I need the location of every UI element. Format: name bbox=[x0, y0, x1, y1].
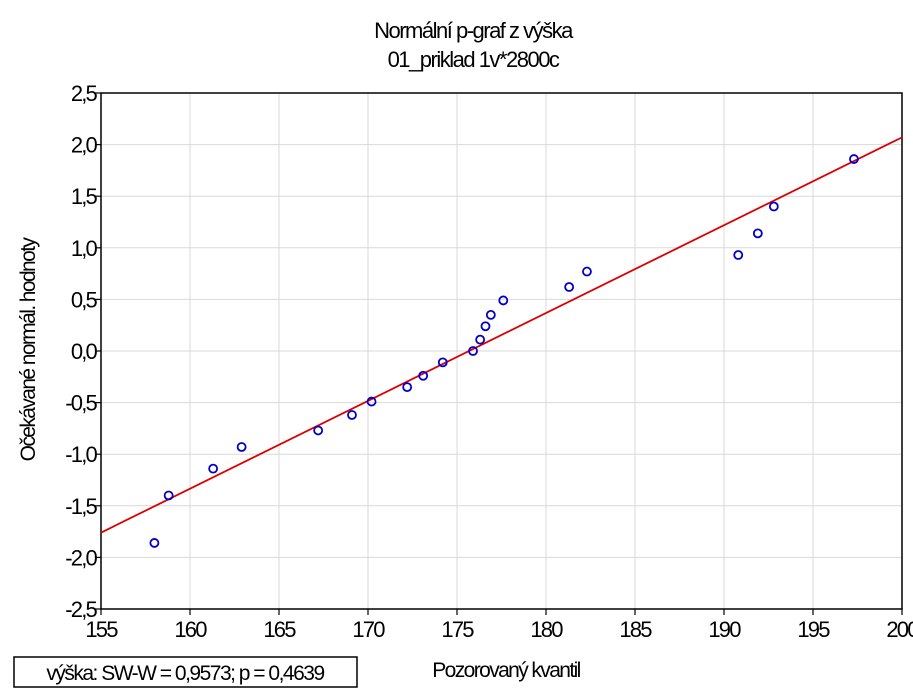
data-point bbox=[208, 463, 219, 474]
x-tick-label: 170 bbox=[352, 617, 385, 642]
data-point bbox=[480, 321, 491, 332]
grid bbox=[101, 93, 902, 609]
y-tick-label: 2,0 bbox=[71, 133, 98, 158]
data-point bbox=[733, 250, 744, 260]
chart-subtitle: 01_priklad 1v*2800c bbox=[388, 47, 560, 72]
data-point bbox=[849, 154, 859, 164]
data-point bbox=[313, 425, 324, 436]
title-group: Normální p-graf z výška 01_priklad 1v*28… bbox=[374, 18, 576, 72]
data-point bbox=[437, 357, 448, 368]
data-point bbox=[485, 309, 496, 320]
x-tick-label: 165 bbox=[263, 617, 296, 642]
stat-box: výška: SW-W = 0,9573; p = 0,4639 bbox=[13, 656, 358, 688]
data-point bbox=[402, 382, 413, 393]
data-point bbox=[582, 266, 592, 277]
y-tick-label: -2,0 bbox=[65, 545, 97, 570]
y-tick-label: 1,5 bbox=[71, 184, 98, 209]
x-axis-label: Pozorovaný kvantil bbox=[432, 659, 580, 682]
fit-line bbox=[100, 136, 903, 534]
x-tick-label: 190 bbox=[708, 617, 741, 642]
y-tick-label: -0,5 bbox=[65, 391, 97, 416]
data-point bbox=[347, 410, 357, 420]
axis-ticks: 155 160 165 170 175 180 185 190 195 200 2,5 2,0 1,5 1… bbox=[65, 81, 913, 642]
y-axis-label: Očekávané normál. hodnoty bbox=[17, 237, 40, 462]
chart-title: Normální p-graf z výška bbox=[374, 18, 574, 43]
data-point bbox=[468, 346, 478, 356]
x-tick-label: 180 bbox=[530, 617, 563, 642]
data-point bbox=[149, 538, 160, 548]
data-points bbox=[149, 154, 859, 548]
y-tick-label: 0,0 bbox=[71, 339, 98, 364]
y-tick-label: 0,5 bbox=[71, 287, 98, 312]
data-point bbox=[236, 442, 247, 452]
y-tick-label: 1,0 bbox=[71, 236, 98, 261]
x-tick-label: 200 bbox=[886, 617, 913, 642]
data-point bbox=[418, 370, 429, 381]
data-point bbox=[366, 396, 377, 407]
data-point bbox=[768, 201, 779, 212]
stat-box-border bbox=[13, 656, 358, 688]
x-tick-label: 160 bbox=[174, 617, 207, 642]
stat-text: výška: SW-W = 0,9573; p = 0,4639 bbox=[46, 662, 324, 685]
y-tick-label: -1,0 bbox=[65, 442, 97, 467]
data-point bbox=[163, 490, 174, 501]
data-point bbox=[752, 228, 763, 239]
x-tick-label: 155 bbox=[85, 617, 118, 642]
x-tick-label: 195 bbox=[797, 617, 830, 642]
data-point bbox=[564, 282, 575, 292]
data-point bbox=[475, 334, 486, 345]
data-point bbox=[498, 295, 509, 306]
y-tick-label: -2,5 bbox=[65, 597, 97, 622]
y-tick-label: 2,5 bbox=[71, 81, 98, 106]
y-tick-label: -1,5 bbox=[65, 494, 97, 519]
x-tick-label: 175 bbox=[441, 617, 474, 642]
x-tick-label: 185 bbox=[619, 617, 652, 642]
